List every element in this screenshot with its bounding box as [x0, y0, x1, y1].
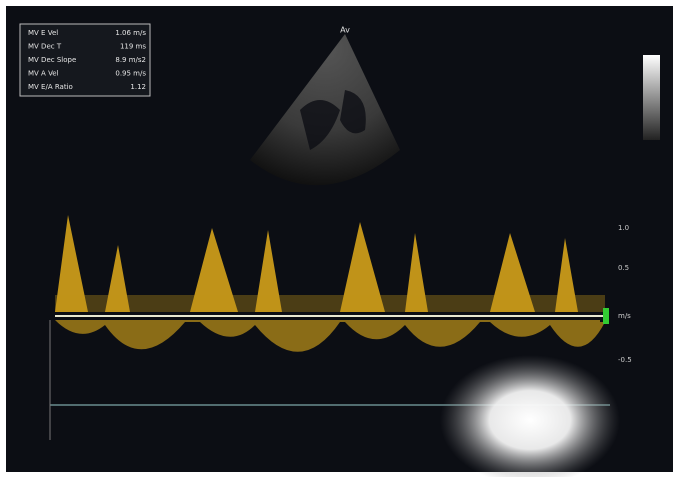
measurement-value: 119 ms [120, 43, 146, 51]
measurement-box: MV E Vel 1.06 m/s MV Dec T 119 ms MV Dec Slo… [19, 23, 151, 97]
measurement-label: MV E Vel [28, 29, 58, 37]
scale-label: m/s [618, 312, 631, 320]
baseline-marker [603, 308, 609, 324]
doppler-waveform [55, 215, 605, 352]
measurement-value: 1.06 m/s [115, 29, 146, 37]
glare [440, 355, 620, 477]
measurement-label: MV A Vel [28, 70, 59, 78]
measurement-label: MV Dec Slope [28, 56, 76, 64]
measurement-value: 1.12 [130, 83, 146, 91]
measurement-label: MV Dec T [28, 43, 62, 51]
scale-label: 1.0 [618, 224, 629, 232]
heart-chambers [300, 90, 366, 150]
view-label: Av [340, 26, 350, 35]
measurement-value: 0.95 m/s [115, 70, 146, 78]
velocity-scale: 1.0 0.5 m/s -0.5 [618, 224, 632, 364]
measurement-label: MV E/A Ratio [28, 83, 73, 91]
scale-label: 0.5 [618, 264, 629, 272]
scale-label: -0.5 [618, 356, 632, 364]
box-border [19, 23, 151, 97]
measurement-value: 8.9 m/s2 [115, 56, 146, 64]
gray-scale-bar [643, 55, 660, 140]
